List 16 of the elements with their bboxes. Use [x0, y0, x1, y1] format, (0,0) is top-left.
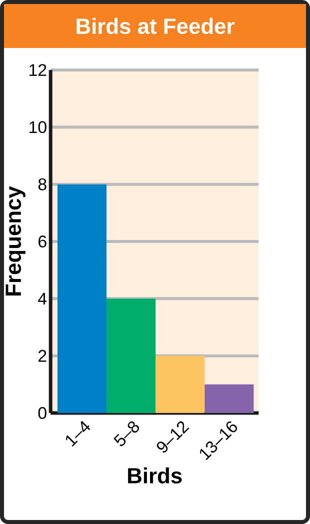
y-axis-title: Frequency: [6, 186, 26, 296]
y-tick-label: 4: [38, 292, 47, 304]
y-tick-label: 0: [38, 406, 46, 419]
y-tick-label: 2: [38, 350, 46, 362]
y-tick-label: 8: [38, 178, 46, 190]
chart-title: Birds at Feeder: [76, 18, 234, 34]
bar: [204, 384, 254, 413]
x-tick-label: 5–8: [114, 421, 140, 446]
y-tick-label: 10: [30, 121, 46, 134]
y-tick-label: 12: [30, 64, 46, 76]
x-tick-label: 1–4: [66, 420, 90, 447]
bar: [106, 298, 156, 413]
y-tick-label: 6: [38, 235, 46, 248]
bar: [156, 356, 205, 413]
x-axis-title: Birds: [128, 467, 182, 484]
bar: [57, 184, 107, 413]
